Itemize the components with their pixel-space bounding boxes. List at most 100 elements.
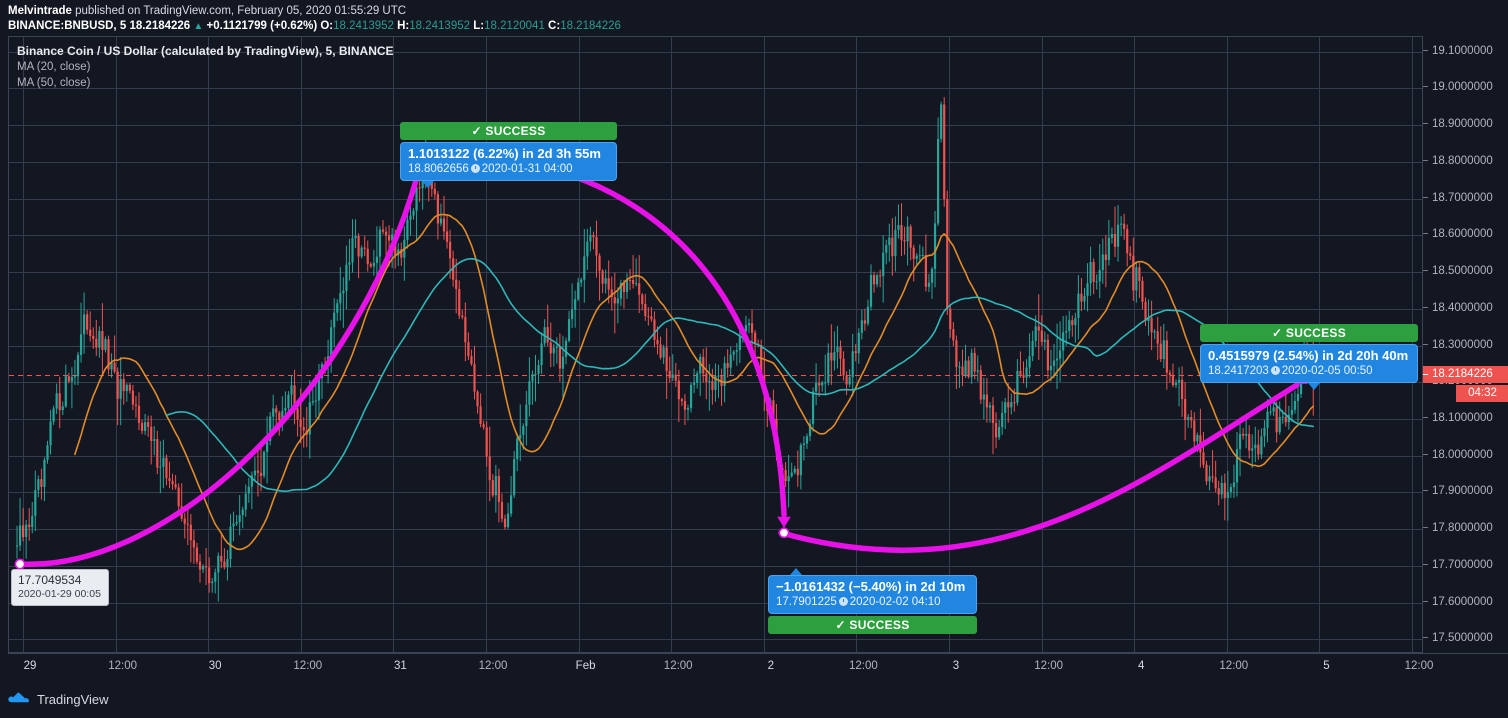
- candle-body: [549, 342, 552, 354]
- candle-body: [1220, 482, 1223, 495]
- candle-body: [961, 366, 964, 376]
- candle-body: [586, 241, 589, 257]
- interval-label: 5: [119, 20, 127, 32]
- candle-body: [58, 393, 61, 411]
- candle-body: [991, 405, 995, 424]
- candle-body: [592, 235, 595, 238]
- candle-body: [226, 559, 229, 568]
- candle-body: [937, 138, 940, 224]
- price-tick-label: 18.8000000: [1432, 154, 1493, 167]
- candle-body: [686, 408, 690, 410]
- candle-body: [927, 282, 931, 287]
- candle-body: [445, 231, 449, 242]
- candle-body: [372, 262, 375, 267]
- candle-body: [866, 306, 870, 324]
- chart-plot-area[interactable]: Binance Coin / US Dollar (calculated by …: [8, 36, 1422, 653]
- candle-body: [665, 347, 668, 371]
- candle-body: [988, 405, 992, 408]
- candle-body: [513, 459, 516, 496]
- price-axis-tick: 18.7000000: [1423, 191, 1508, 205]
- candle-body: [607, 278, 610, 290]
- tick-mark: [1423, 343, 1428, 345]
- candle-body: [1171, 374, 1175, 386]
- candle-body: [668, 370, 671, 378]
- candle-body: [595, 237, 598, 256]
- candle-body: [644, 303, 647, 316]
- candle-body: [955, 340, 958, 368]
- candle-body: [1245, 433, 1248, 436]
- candle-body: [503, 518, 507, 528]
- price-axis[interactable]: 19.1000000 19.0000000 18.9000000 18.8000000…: [1422, 36, 1508, 653]
- candle-body: [628, 279, 632, 281]
- candle-body: [790, 472, 793, 477]
- tick-mark: [1423, 270, 1428, 272]
- trade-annotation-1[interactable]: ✓ SUCCESS 1.1013122 (6.22%) in 2d 3h 55m…: [400, 122, 617, 188]
- candle-body: [1214, 477, 1217, 489]
- candle-body: [577, 282, 580, 300]
- candle-body: [1113, 234, 1117, 247]
- candle-body: [818, 383, 821, 386]
- trade-2-pnl: −1.0161432 (−5.40%) in 2d 10m: [776, 579, 966, 594]
- candle-body: [946, 199, 949, 309]
- candle-body: [1080, 293, 1083, 302]
- candle-body: [357, 235, 360, 257]
- candle-body: [1120, 223, 1123, 225]
- time-axis[interactable]: 29 12:00 30 12:00 31 12:00 Feb 12:00 2 12:00 3 12:0…: [8, 653, 1508, 679]
- trade-3-price: 18.2417203: [1208, 365, 1269, 377]
- candle-body: [561, 356, 565, 369]
- candle-body: [55, 393, 58, 409]
- candle-body: [159, 466, 162, 468]
- trade-2-price: 17.7901225: [776, 596, 837, 608]
- candle-body: [1001, 412, 1004, 427]
- candle-body: [1293, 400, 1297, 410]
- candle-body: [433, 188, 436, 195]
- entry-price: 17.7049534: [18, 573, 82, 587]
- candle-body: [949, 308, 952, 330]
- candle-body: [1043, 339, 1046, 342]
- candle-body: [836, 346, 839, 353]
- price-tick-label: 18.5000000: [1432, 265, 1493, 278]
- candle-body: [940, 104, 943, 139]
- candle-body: [689, 384, 693, 409]
- price-tick-label: 17.8000000: [1432, 522, 1493, 535]
- candle-body: [845, 375, 848, 385]
- candle-body: [506, 513, 510, 528]
- trade-annotation-2[interactable]: −1.0161432 (−5.40%) in 2d 10m 17.7901225…: [768, 568, 977, 634]
- candle-body: [235, 522, 238, 524]
- candle-body: [1138, 267, 1141, 281]
- trade-2-pointer: [790, 568, 802, 575]
- candle-body: [470, 356, 473, 364]
- current-price-badge[interactable]: 18.2184226: [1423, 366, 1508, 384]
- candle-body: [635, 283, 638, 285]
- candle-body: [811, 391, 815, 424]
- candle-body: [1086, 283, 1089, 296]
- candle-body: [1010, 402, 1013, 408]
- trade-point-entry[interactable]: [14, 558, 26, 570]
- candle-body: [750, 323, 754, 333]
- price-tick-label: 17.7000000: [1432, 558, 1493, 571]
- candle-body: [558, 346, 561, 369]
- candle-body: [79, 334, 83, 355]
- candle-body: [1254, 444, 1257, 449]
- candle-body: [67, 376, 70, 382]
- price-tick-label: 19.0000000: [1432, 81, 1493, 94]
- candle-body: [1150, 317, 1153, 333]
- candle-body: [189, 524, 192, 541]
- trade-annotation-3[interactable]: ✓ SUCCESS 0.4515979 (2.54%) in 2d 20h 40…: [1200, 324, 1418, 390]
- candle-body: [1278, 417, 1281, 433]
- candle-body: [150, 426, 153, 441]
- publish-line: Melvintrade published on TradingView.com…: [8, 4, 1428, 19]
- trade-3-datetime: 2020-02-05 00:50: [1281, 365, 1373, 377]
- price-axis-tick: 17.8000000: [1423, 521, 1508, 535]
- price-axis-tick: 18.5000000: [1423, 264, 1508, 278]
- trade-point-2[interactable]: [778, 527, 790, 539]
- candle-body: [1235, 449, 1239, 483]
- clock-icon: [838, 597, 848, 606]
- trade-1-detail: 18.8062656 2020-01-31 04:00: [408, 162, 609, 176]
- candle-body: [879, 275, 882, 277]
- candle-body: [860, 320, 863, 333]
- time-axis-tick: 3: [952, 660, 960, 672]
- candle-body: [40, 479, 43, 487]
- trade-arrow-3: [778, 382, 1300, 553]
